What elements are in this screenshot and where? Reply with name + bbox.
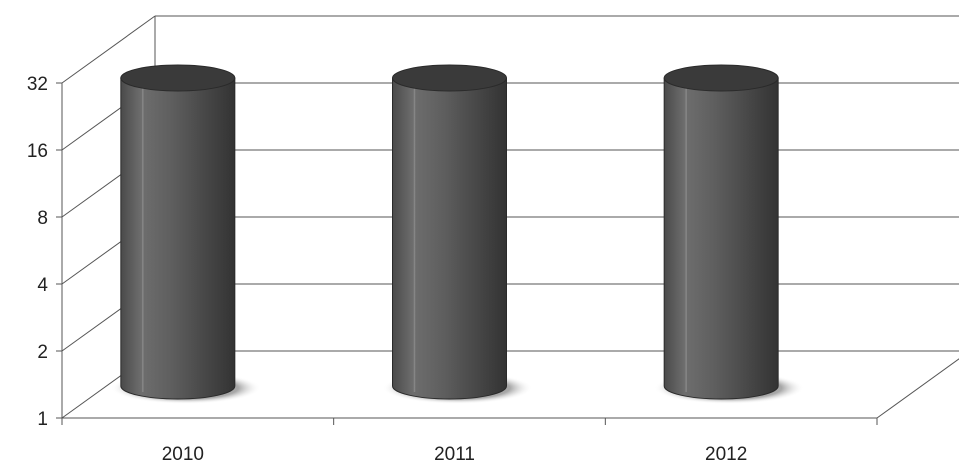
bar-body — [120, 77, 236, 400]
bar-body — [663, 77, 779, 400]
floor-right-edge — [876, 358, 959, 419]
bar-top-cap — [392, 64, 507, 92]
y-tick-label: 8 — [37, 208, 48, 229]
bar-top-cap — [120, 64, 236, 92]
y-tick-label: 1 — [37, 409, 48, 430]
bar-2011 — [382, 64, 533, 404]
gridline-wall — [61, 15, 156, 84]
y-axis-ticks: 1 2 4 8 16 32 — [27, 74, 62, 430]
y-tick-label: 4 — [37, 275, 48, 296]
bar-body — [392, 77, 507, 400]
bar-2010 — [110, 64, 261, 404]
bar-2012 — [654, 64, 805, 404]
y-tick-label: 32 — [27, 74, 48, 95]
x-axis-ticks: 2010 2011 2012 — [61, 418, 878, 465]
x-category-label: 2010 — [162, 444, 204, 465]
bar-top-cap — [663, 64, 779, 92]
y-tick-label: 16 — [27, 141, 48, 162]
gridlines — [61, 15, 959, 419]
bars — [110, 64, 805, 404]
x-category-label: 2011 — [434, 444, 475, 465]
x-category-label: 2012 — [705, 444, 747, 465]
y-tick-label: 2 — [37, 342, 48, 363]
